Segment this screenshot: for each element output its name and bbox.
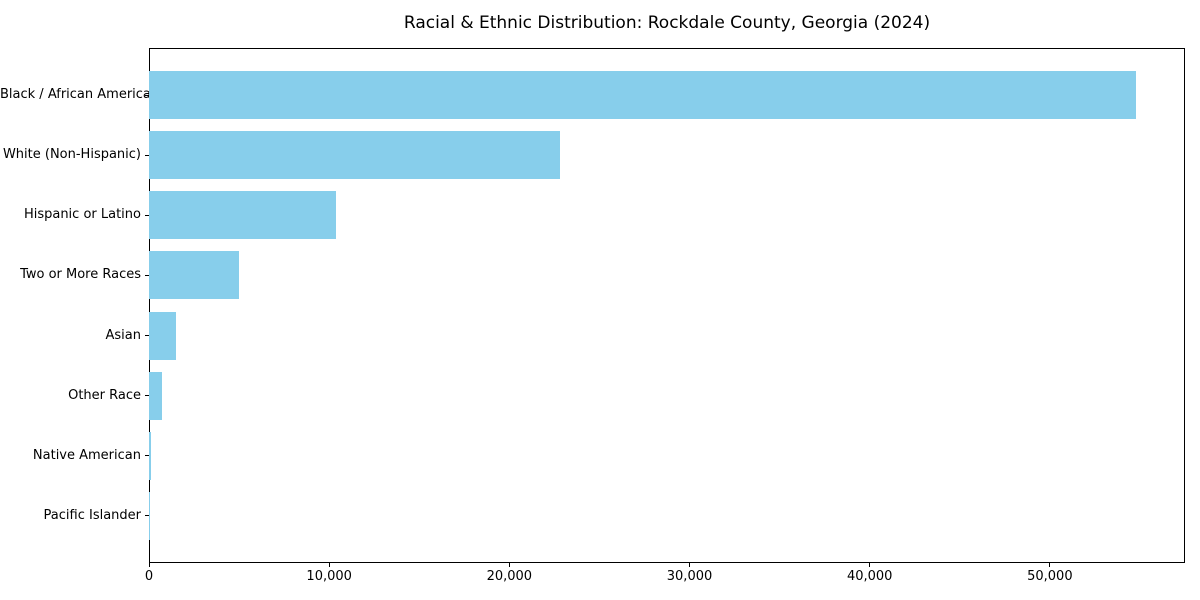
x-tick: [689, 563, 691, 567]
x-tick: [1049, 563, 1051, 567]
y-tick: [145, 154, 149, 156]
x-tick-label: 0: [144, 569, 154, 584]
bar: [149, 431, 151, 480]
category-label: White (Non-Hispanic): [2, 147, 141, 163]
category-label: Black / African American: [0, 87, 160, 103]
y-tick: [145, 94, 149, 96]
x-tick: [328, 563, 330, 567]
bar: [149, 131, 560, 180]
y-tick: [145, 455, 149, 457]
x-tick: [148, 563, 150, 567]
bar: [149, 251, 240, 300]
x-tick-label: 50,000: [1027, 569, 1073, 584]
y-tick: [145, 395, 149, 397]
bar: [149, 311, 177, 360]
bar: [149, 371, 162, 420]
plot-area: [149, 48, 1185, 563]
bar: [149, 71, 1137, 120]
category-label: Two or More Races: [20, 267, 141, 283]
category-label: Other Race: [68, 387, 141, 403]
x-tick-label: 30,000: [666, 569, 713, 584]
category-label: Pacific Islander: [43, 507, 141, 523]
chart-title: Racial & Ethnic Distribution: Rockdale C…: [403, 13, 931, 33]
y-tick: [145, 214, 149, 216]
x-tick: [508, 563, 510, 567]
y-tick: [145, 515, 149, 517]
bar: [149, 491, 150, 540]
x-tick-label: 20,000: [486, 569, 533, 584]
bar: [149, 191, 337, 240]
category-label: Asian: [105, 327, 141, 343]
y-tick: [145, 335, 149, 336]
category-label: Hispanic or Latino: [23, 207, 141, 223]
x-tick-label: 40,000: [846, 569, 893, 584]
category-label: Native American: [32, 447, 141, 463]
x-tick: [869, 563, 871, 567]
x-tick-label: 10,000: [306, 569, 352, 584]
y-tick: [145, 274, 149, 276]
